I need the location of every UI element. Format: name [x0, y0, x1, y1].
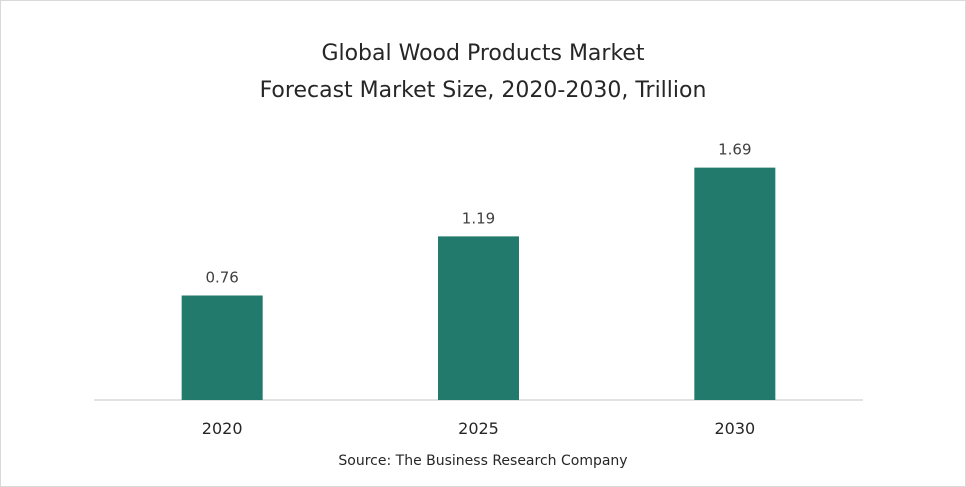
- data-label-2030: 1.69: [718, 141, 751, 159]
- x-tick-label-2025: 2025: [458, 419, 499, 438]
- bar-2025: [438, 236, 519, 400]
- data-label-2020: 0.76: [205, 269, 238, 287]
- chart-subtitle: Forecast Market Size, 2020-2030, Trillio…: [259, 78, 707, 103]
- bar-2020: [181, 295, 263, 400]
- source-note: Source: The Business Research Company: [338, 453, 628, 469]
- x-tick-label-2030: 2030: [714, 419, 755, 438]
- x-tick-label-2020: 2020: [202, 419, 243, 438]
- chart-title: Global Wood Products Market: [321, 41, 645, 66]
- x-tick-labels-group: 2020 2025 2030: [202, 419, 755, 438]
- value-labels-group: 0.76 1.19 1.69: [205, 141, 751, 287]
- bars-group: [181, 167, 776, 400]
- data-label-2025: 1.19: [462, 209, 495, 227]
- bar-2030: [694, 167, 776, 400]
